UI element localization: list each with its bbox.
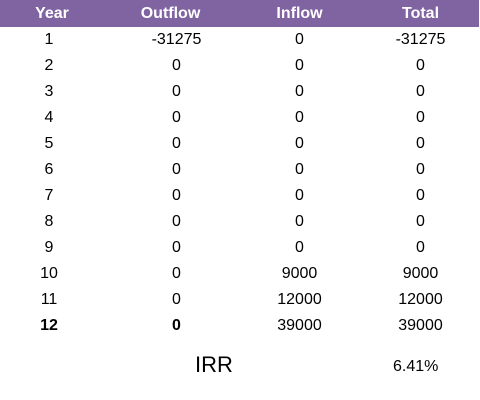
inflow-cell: 0 <box>295 161 304 178</box>
outflow-cell: 0 <box>172 317 181 334</box>
year-cell: 3 <box>44 83 54 100</box>
outflow-cell: 0 <box>172 239 181 256</box>
outflow-cell: 0 <box>172 135 181 152</box>
table-row: 1 -31275 0 -31275 <box>0 27 479 53</box>
inflow-cell: 0 <box>295 213 304 230</box>
outflow-cell: 0 <box>172 265 181 282</box>
outflow-cell: 0 <box>172 213 181 230</box>
header-year: Year <box>35 4 69 22</box>
outflow-cell: 0 <box>172 187 181 204</box>
header-total: Total <box>401 4 440 22</box>
header-inflow: Inflow <box>276 4 323 22</box>
total-cell: 12000 <box>398 291 443 308</box>
table-row: 4 0 0 0 <box>0 105 479 131</box>
total-cell: 9000 <box>402 265 439 282</box>
table-row: 5 0 0 0 <box>0 131 479 157</box>
table-row: 2 0 0 0 <box>0 53 479 79</box>
total-cell: 0 <box>416 109 425 126</box>
year-cell: 5 <box>44 135 54 152</box>
year-cell: 2 <box>44 57 54 74</box>
cash-flow-table: Year Outflow Inflow Total 1 -31275 0 -31… <box>0 0 479 339</box>
total-cell: 0 <box>416 83 425 100</box>
total-cell: 0 <box>416 187 425 204</box>
table-row: 7 0 0 0 <box>0 183 479 209</box>
total-cell: 0 <box>416 57 425 74</box>
irr-value: 6.41% <box>393 358 439 375</box>
table-row: 9 0 0 0 <box>0 235 479 261</box>
total-cell: 0 <box>416 135 425 152</box>
year-cell: 8 <box>44 213 54 230</box>
inflow-cell: 0 <box>295 135 304 152</box>
table-row: 8 0 0 0 <box>0 209 479 235</box>
total-cell: -31275 <box>395 31 446 48</box>
year-cell: 11 <box>40 291 58 308</box>
inflow-cell: 0 <box>295 239 304 256</box>
total-cell: 0 <box>416 239 425 256</box>
outflow-cell: 0 <box>172 291 181 308</box>
year-cell: 12 <box>40 317 58 334</box>
inflow-cell: 0 <box>295 187 304 204</box>
year-cell: 1 <box>44 31 54 48</box>
inflow-cell: 9000 <box>281 265 318 282</box>
table-row: 12 0 39000 39000 <box>0 313 479 339</box>
inflow-cell: 0 <box>295 83 304 100</box>
inflow-cell: 12000 <box>277 291 322 308</box>
inflow-cell: 0 <box>295 31 304 48</box>
inflow-cell: 0 <box>295 57 304 74</box>
table-row: 3 0 0 0 <box>0 79 479 105</box>
header-row: Year Outflow Inflow Total <box>0 0 479 27</box>
total-cell: 39000 <box>398 317 443 334</box>
year-cell: 4 <box>44 109 54 126</box>
year-cell: 9 <box>44 239 54 256</box>
total-cell: 0 <box>416 161 425 178</box>
total-cell: 0 <box>416 213 425 230</box>
table-row: 6 0 0 0 <box>0 157 479 183</box>
inflow-cell: 0 <box>295 109 304 126</box>
table-row: 11 0 12000 12000 <box>0 287 479 313</box>
year-cell: 6 <box>44 161 54 178</box>
outflow-cell: 0 <box>172 83 181 100</box>
header-outflow: Outflow <box>140 4 201 22</box>
outflow-cell: -31275 <box>151 31 202 48</box>
year-cell: 10 <box>40 265 58 282</box>
outflow-cell: 0 <box>172 57 181 74</box>
irr-label: IRR <box>195 352 233 377</box>
table-row: 10 0 9000 9000 <box>0 261 479 287</box>
inflow-cell: 39000 <box>277 317 322 334</box>
year-cell: 7 <box>44 187 54 204</box>
outflow-cell: 0 <box>172 161 181 178</box>
outflow-cell: 0 <box>172 109 181 126</box>
